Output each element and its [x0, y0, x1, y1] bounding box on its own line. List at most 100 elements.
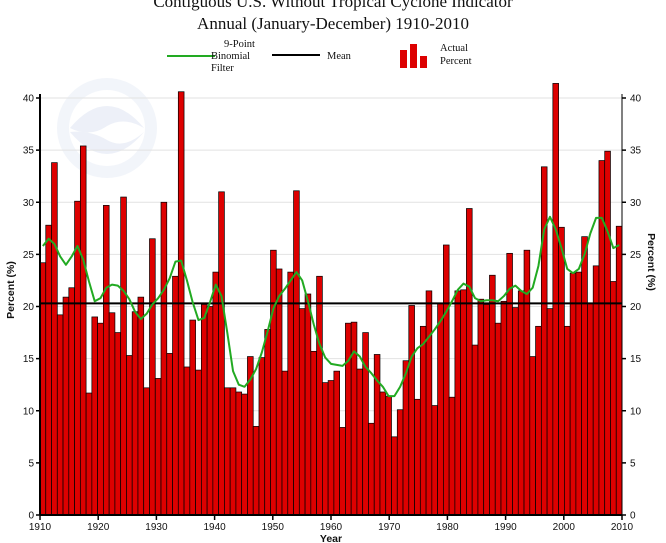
bar-2007	[598, 160, 606, 516]
bar-2008	[604, 150, 611, 516]
axes: 0 0 5 5 10 10 15 15 20 20 25 25 30 30 35 35 40 40 1910 1920…	[23, 94, 642, 534]
bar-1974	[408, 305, 415, 516]
y-tick-label-left: 15	[23, 354, 35, 365]
bar-1915	[68, 287, 75, 516]
bar-1981	[448, 396, 456, 516]
bar-1982	[454, 290, 462, 516]
x-tick-label: 1920	[87, 522, 110, 533]
bar-1998	[546, 308, 554, 516]
y-tick-label-right: 30	[630, 198, 642, 209]
bar-1967	[368, 422, 375, 516]
bar-1923	[114, 332, 122, 516]
bar-1938	[201, 304, 208, 516]
x-tick-label: 1940	[203, 522, 226, 533]
bar-1961	[333, 370, 340, 516]
bar-1912	[51, 162, 58, 516]
x-tick-label: 1960	[320, 522, 343, 533]
bar-1963	[345, 322, 352, 516]
legend-filter-label-3: Filter	[211, 63, 234, 74]
bar-1969	[379, 391, 387, 516]
bar-1957	[310, 350, 317, 516]
x-tick-label: 1910	[29, 522, 52, 533]
bar-1993	[517, 290, 525, 516]
bar-1928	[143, 387, 150, 516]
bar-2010	[615, 225, 623, 516]
bar-1951	[275, 268, 283, 516]
bar-2005	[587, 303, 594, 516]
legend-bars-label-2: Percent	[440, 56, 472, 67]
bar-1978	[431, 405, 438, 516]
bar-1976	[419, 325, 427, 516]
legend-bars-swatch	[400, 44, 427, 68]
bar-1988	[489, 274, 496, 516]
bar-1960	[327, 380, 335, 516]
chart-subtitle: Annual (January-December) 1910-2010	[197, 14, 469, 33]
bar-1956	[304, 293, 312, 516]
bar-1953	[287, 271, 294, 516]
y-tick-label-right: 15	[630, 354, 642, 365]
y-tick-label-right: 35	[630, 146, 642, 157]
legend-mean-label: Mean	[327, 51, 352, 62]
bar-1950	[270, 249, 277, 516]
bar-1911	[45, 224, 52, 516]
bar-1970	[385, 395, 392, 516]
bar-1918	[85, 392, 93, 516]
bar-1994	[523, 249, 531, 516]
y-tick-label-right: 25	[630, 250, 642, 261]
bar-1990	[500, 300, 508, 516]
y-tick-label-right: 10	[630, 406, 642, 417]
bar-1975	[414, 398, 421, 516]
bar-1955	[298, 308, 306, 516]
noaa-logo-watermark	[57, 78, 157, 178]
bar-1958	[316, 275, 323, 516]
bar-1985	[471, 344, 479, 516]
bar-1935	[183, 366, 191, 516]
legend: 9-Point Binomial Filter Mean Actual Perc…	[167, 39, 472, 74]
bar-1919	[91, 316, 98, 516]
bar-1930	[154, 378, 162, 516]
y-tick-label-right: 5	[630, 458, 636, 469]
y-axis-label: Percent (%)	[5, 261, 17, 319]
bar-1941	[218, 191, 225, 516]
bar-1925	[126, 355, 133, 516]
bar-1943	[229, 387, 237, 516]
legend-bars-label-1: Actual	[440, 43, 468, 54]
bar-1999	[552, 83, 559, 516]
bar-1947	[252, 426, 260, 516]
x-tick-label: 1970	[378, 522, 401, 533]
bar-2000	[558, 226, 565, 516]
chart-title: Contiguous U.S. Without Tropical Cyclone…	[153, 0, 513, 11]
bar-series	[39, 83, 623, 516]
bar-1927	[137, 296, 145, 516]
bar-1936	[189, 319, 196, 516]
legend-filter-label-2: Binomial	[211, 51, 250, 62]
bar-1937	[195, 369, 202, 516]
bar-1933	[172, 275, 179, 516]
y-tick-label-left: 30	[23, 198, 35, 209]
bar-1944	[235, 391, 243, 516]
bar-1939	[206, 306, 214, 516]
bar-1949	[264, 329, 271, 516]
bar-1983	[460, 289, 467, 516]
bar-1913	[56, 314, 64, 516]
bar-1980	[443, 244, 450, 516]
y-axis-label-right: Percent (%)	[645, 233, 657, 291]
y-tick-label-right: 0	[630, 511, 636, 522]
bar-1972	[396, 409, 404, 516]
bar-1921	[103, 205, 110, 516]
bar-1966	[362, 332, 369, 516]
filter-line	[42, 215, 620, 398]
bar-1996	[535, 325, 542, 516]
y-tick-label-left: 25	[23, 250, 35, 261]
bar-1929	[149, 238, 156, 516]
bar-1948	[258, 357, 266, 516]
bar-1917	[79, 145, 87, 516]
bar-1986	[477, 298, 485, 516]
bar-1931	[160, 201, 168, 516]
x-tick-label: 1950	[262, 522, 285, 533]
bar-1997	[540, 166, 548, 516]
y-tick-label-left: 10	[23, 406, 35, 417]
y-tick-label-left: 5	[28, 458, 34, 469]
bar-1971	[391, 436, 398, 516]
